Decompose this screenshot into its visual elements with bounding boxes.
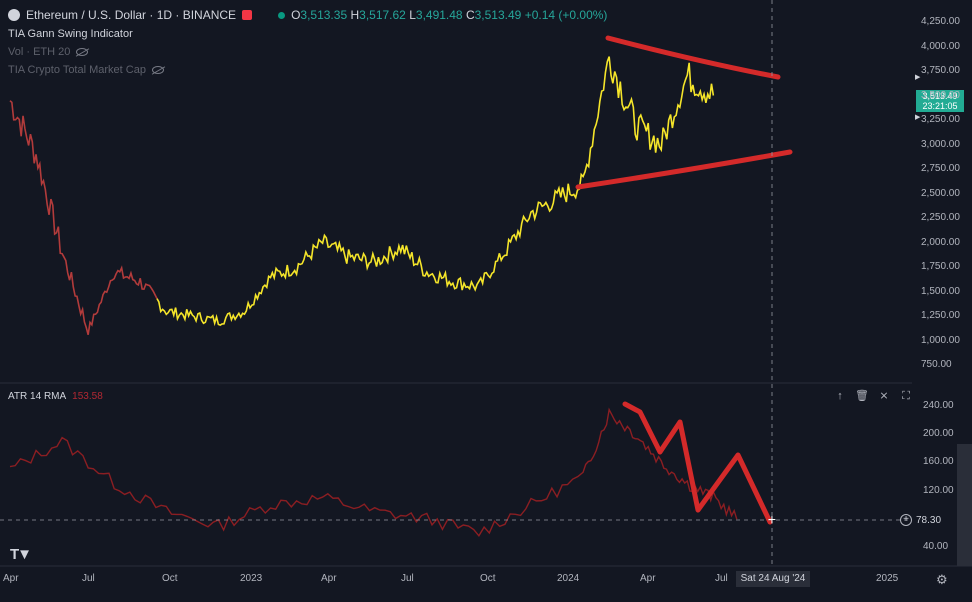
tradingview-logo: T▼ <box>10 546 32 563</box>
gann-indicator-legend[interactable]: TIA Gann Swing Indicator <box>8 28 133 40</box>
atr-legend[interactable]: ATR 14 RMA 153.58 <box>8 391 103 402</box>
atr-crosshair-value: 78.30 <box>916 514 942 526</box>
bar-countdown: 23:21:05 <box>922 101 958 111</box>
time-axis-month-label: Jul <box>401 573 414 584</box>
atr-axis-label: 240.00 <box>923 400 954 411</box>
maximize-icon[interactable]: ⛶ <box>902 390 910 402</box>
price-axis-label: 750.00 <box>921 359 952 370</box>
time-axis-year-label: 2023 <box>240 573 263 584</box>
price-series-early <box>9 100 158 335</box>
red-flag-icon <box>242 10 253 20</box>
atr-series-line <box>9 407 738 537</box>
time-axis-month-label: Apr <box>640 573 656 584</box>
scale-arrow-icon: ▶ <box>915 74 921 81</box>
upper-trend-line <box>605 35 781 80</box>
price-axis-label: 3,000.00 <box>921 138 960 150</box>
price-scale-handle[interactable] <box>957 444 972 566</box>
price-axis-label: 3,250.00 <box>921 114 960 125</box>
add-plus-icon[interactable]: + <box>900 514 912 526</box>
time-axis-year-label: 2025 <box>876 573 899 584</box>
time-axis-month-label: Jul <box>715 573 728 584</box>
price-axis-label: 2,750.00 <box>921 163 960 174</box>
hidden-eye-icon[interactable] <box>151 66 164 74</box>
hidden-eye-icon[interactable] <box>76 48 89 56</box>
atr-value: 153.58 <box>72 391 103 402</box>
atr-axis-label: 200.00 <box>923 428 954 440</box>
atr-axis-label: 160.00 <box>923 456 954 468</box>
market-open-dot-icon <box>278 11 286 19</box>
price-pane <box>9 35 793 335</box>
price-axis-label: 1,250.00 <box>921 310 960 321</box>
crosshair-date: Sat 24 Aug '24 <box>736 571 810 587</box>
price-axis-label: 3,500.00 <box>921 89 960 101</box>
crypto-cap-legend[interactable]: TIA Crypto Total Market Cap <box>8 64 164 76</box>
lower-trend-line <box>575 149 793 190</box>
price-axis-label: 2,500.00 <box>921 187 960 199</box>
volume-label: Vol · ETH 20 <box>8 46 71 58</box>
move-up-icon[interactable]: ↑ <box>837 390 843 402</box>
time-axis-year-label: 2024 <box>557 573 580 584</box>
price-axis-label: 1,750.00 <box>921 261 960 272</box>
delete-icon[interactable]: 🗑 <box>855 390 869 402</box>
atr-axis-label: 40.00 <box>923 541 949 552</box>
last-price-tag: 3,513.49 23:21:05 <box>916 90 964 112</box>
atr-pane <box>9 401 773 537</box>
symbol-legend: Ethereum / U.S. Dollar · 1D · BINANCE O3… <box>8 8 607 22</box>
last-price: 3,513.49 <box>922 91 958 101</box>
time-axis-month-label: Oct <box>480 573 496 584</box>
time-axis-month-label: Oct <box>162 573 178 584</box>
price-axis-label: 1,000.00 <box>921 334 960 346</box>
ohlc-values: O3,513.35 H3,517.62 L3,491.48 C3,513.49 … <box>291 8 608 22</box>
price-axis-label: 2,250.00 <box>921 212 960 223</box>
gann-label: TIA Gann Swing Indicator <box>8 28 133 40</box>
atr-axis-label: 120.00 <box>923 484 954 496</box>
gear-icon[interactable]: ⚙ <box>936 572 948 587</box>
atr-crosshair-tag: + 78.30 <box>900 512 960 528</box>
ethereum-icon <box>8 9 20 21</box>
price-axis-label: 2,000.00 <box>921 236 960 248</box>
price-axis-label: 4,000.00 <box>921 40 960 52</box>
crypto-cap-label: TIA Crypto Total Market Cap <box>8 64 146 76</box>
time-axis-month-label: Apr <box>321 573 337 584</box>
time-axis-month-label: Jul <box>82 573 95 584</box>
price-axis-label: 4,250.00 <box>921 16 960 27</box>
time-axis-month-label: Apr <box>3 573 19 584</box>
price-axis-label: 1,500.00 <box>921 285 960 297</box>
crosshair-cursor-icon: + <box>768 511 776 527</box>
pane-toolbar: ↑ 🗑 ⨯ ⛶ <box>832 388 914 404</box>
price-series-line <box>156 56 715 327</box>
scale-arrow-icon: ▶ <box>915 114 921 121</box>
atr-annotation-zigzag <box>622 401 773 525</box>
symbol-title[interactable]: Ethereum / U.S. Dollar · 1D · BINANCE <box>26 8 237 22</box>
volume-legend[interactable]: Vol · ETH 20 <box>8 46 89 58</box>
atr-label: ATR 14 RMA <box>8 391 67 402</box>
price-axis-label: 3,750.00 <box>921 65 960 76</box>
collapse-icon[interactable]: ⨯ <box>879 390 889 402</box>
